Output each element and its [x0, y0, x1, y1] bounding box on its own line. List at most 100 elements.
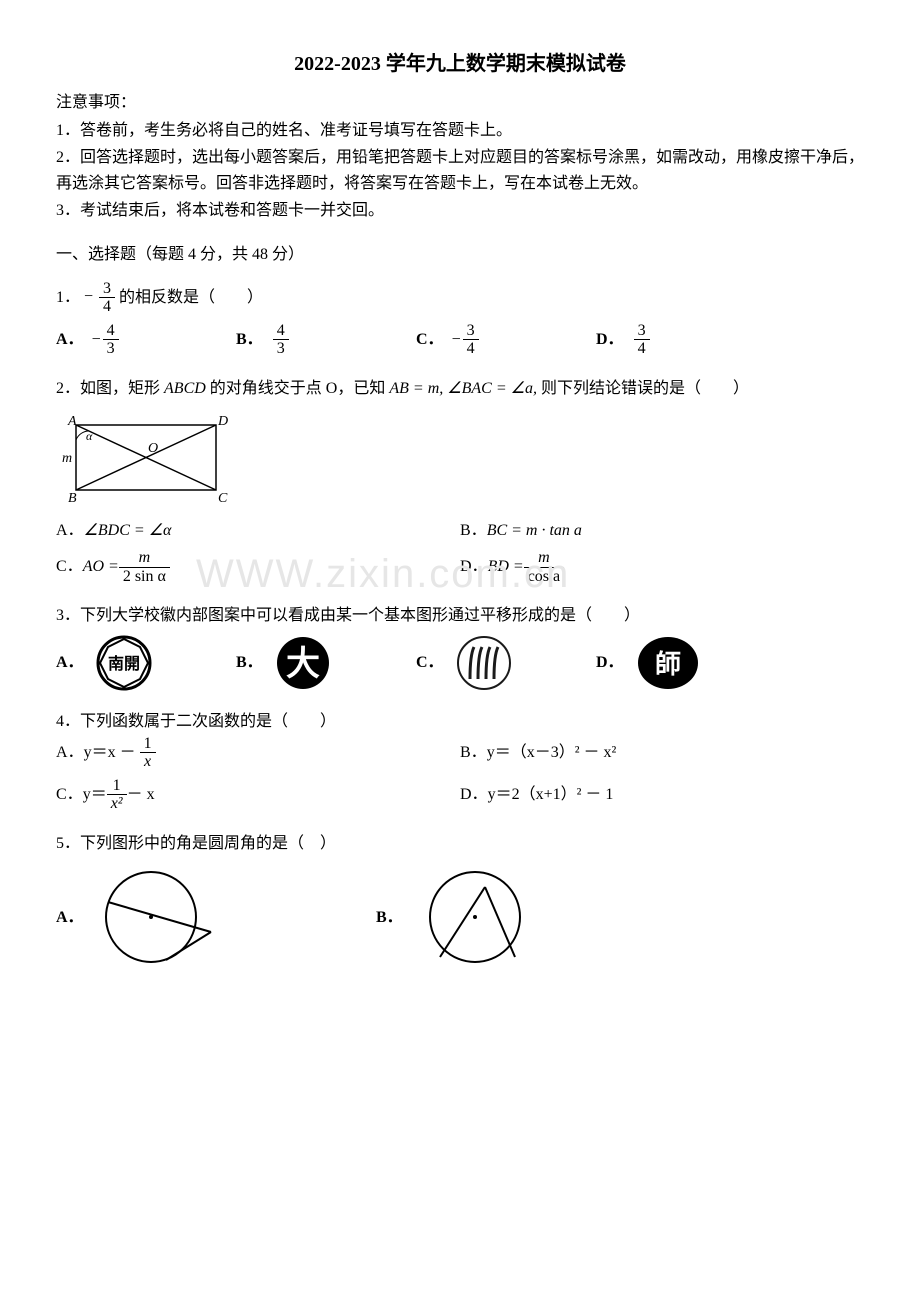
q1b-frac: 4 3 [273, 322, 289, 358]
label-c: C． [56, 554, 83, 580]
svg-text:D: D [217, 414, 228, 429]
q3-choice-b: B． 大 [236, 635, 416, 691]
q5-choice-a: A． [56, 862, 376, 972]
q4-choice-d: D． y＝2（x+1）² － 1 [460, 777, 864, 813]
q4-choice-a: A． y＝x － 1 x [56, 735, 460, 771]
q2-choice-c: C． AO = m 2 sin α [56, 549, 460, 585]
q2-given: AB = m, ∠BAC = ∠a, [389, 380, 537, 397]
q4d-text: y＝2（x+1）² － 1 [488, 782, 614, 808]
label-b: B． [376, 905, 403, 931]
q4b-text: y＝（x－3）² － x² [487, 740, 617, 766]
q3-choice-c: C． [416, 635, 596, 691]
q2c-frac: m 2 sin α [119, 549, 170, 585]
svg-text:師: 師 [655, 650, 681, 679]
q1-mid: 的相反数是（ ） [119, 288, 263, 305]
q2-mid: 的对角线交于点 O，已知 [210, 380, 390, 397]
q2d-frac: m cos a [524, 549, 564, 585]
label-d: D． [596, 650, 624, 676]
q1-choices: A． − 4 3 B． 4 3 C． − 3 4 D． 3 4 [56, 322, 864, 364]
q2c-den: 2 sin α [119, 568, 170, 586]
q2-post: 则下列结论错误的是（ ） [541, 380, 749, 397]
q1a-neg: − [92, 327, 101, 353]
q1a-den: 3 [103, 340, 119, 358]
q2-choice-d: D． BD = m cos a [460, 549, 864, 585]
q1a-num: 4 [103, 322, 119, 341]
notice-head: 注意事项： [56, 90, 864, 116]
label-d: D． [460, 554, 488, 580]
label-d: D． [460, 782, 488, 808]
q4a-num: 1 [140, 735, 156, 754]
q4a-den: x [140, 753, 156, 771]
notice-3: 3．考试结束后，将本试卷和答题卡一并交回。 [56, 198, 864, 224]
emblem-d-icon: 師 [636, 635, 700, 691]
label-c: C． [416, 327, 444, 353]
q1-choice-d: D． 3 4 [596, 322, 776, 358]
section-1-head: 一、选择题（每题 4 分，共 48 分） [56, 242, 864, 268]
q1-frac-den: 4 [99, 298, 115, 316]
q4c-pre: y＝ [83, 782, 107, 808]
label-a: A． [56, 740, 84, 766]
q1a-frac: 4 3 [103, 322, 119, 358]
emblem-a-icon: 南開 [96, 635, 152, 691]
q1b-den: 3 [273, 340, 289, 358]
question-4: 4．下列函数属于二次函数的是（ ） [56, 709, 864, 735]
emblem-b-icon: 大 [275, 635, 331, 691]
label-d: D． [596, 327, 624, 353]
circle-b-icon [415, 862, 535, 972]
q2c-num: m [119, 549, 170, 568]
rectangle-diagram: A D B C O α m [56, 410, 236, 510]
q5-choices: A． B． [56, 862, 864, 978]
label-c: C． [416, 650, 444, 676]
label-a: A． [56, 905, 84, 931]
q2a-text: ∠BDC = ∠α [84, 518, 172, 544]
label-b: B． [236, 327, 263, 353]
q3-choices: A． 南開 B． 大 C． [56, 635, 864, 697]
svg-text:南開: 南開 [108, 654, 140, 673]
q4a-pre: y＝x － [84, 740, 136, 766]
label-b: B． [236, 650, 263, 676]
q1-frac: 3 4 [99, 280, 115, 316]
q4c-post: － x [127, 782, 155, 808]
svg-text:C: C [218, 491, 228, 506]
q1-frac-num: 3 [99, 280, 115, 299]
label-a: A． [56, 518, 84, 544]
question-2: 2．如图，矩形 ABCD 的对角线交于点 O，已知 AB = m, ∠BAC =… [56, 376, 864, 402]
q1-neg: − [84, 288, 93, 305]
q1d-den: 4 [634, 340, 650, 358]
q4a-frac: 1 x [140, 735, 156, 771]
q1-pre: 1． [56, 288, 80, 305]
svg-text:B: B [68, 491, 77, 506]
q4c-den: x² [107, 795, 127, 813]
q1d-frac: 3 4 [634, 322, 650, 358]
svg-text:大: 大 [286, 645, 320, 683]
q2d-pre: BD = [488, 554, 524, 580]
q1-choice-b: B． 4 3 [236, 322, 416, 358]
q4c-frac: 1 x² [107, 777, 127, 813]
label-b: B． [460, 518, 487, 544]
q1c-den: 4 [463, 340, 479, 358]
page-title: 2022-2023 学年九上数学期末模拟试卷 [56, 48, 864, 80]
q4-choices: A． y＝x － 1 x B． y＝（x－3）² － x² C． y＝ 1 x²… [56, 735, 864, 819]
q2-choice-a: A． ∠BDC = ∠α [56, 518, 460, 544]
q2-figure: A D B C O α m [56, 410, 864, 510]
question-5: 5．下列图形中的角是圆周角的是（ ） [56, 831, 864, 857]
q4c-num: 1 [107, 777, 127, 796]
q2-choice-b: B． BC = m · tan a [460, 518, 864, 544]
q1c-neg: − [452, 327, 461, 353]
notice-2: 2．回答选择题时，选出每小题答案后，用铅笔把答题卡上对应题目的答案标号涂黑，如需… [56, 145, 864, 196]
q3-choice-d: D． 師 [596, 635, 776, 691]
q5-choice-b: B． [376, 862, 696, 972]
q1c-frac: 3 4 [463, 322, 479, 358]
svg-text:O: O [148, 441, 158, 456]
label-a: A． [56, 650, 84, 676]
q2-pre: 2．如图，矩形 [56, 380, 164, 397]
q1b-num: 4 [273, 322, 289, 341]
q1d-num: 3 [634, 322, 650, 341]
label-a: A． [56, 327, 84, 353]
q1-choice-c: C． − 3 4 [416, 322, 596, 358]
q4-choice-b: B． y＝（x－3）² － x² [460, 735, 864, 771]
q2b-text: BC = m · tan a [487, 518, 582, 544]
question-1: 1． − 3 4 的相反数是（ ） [56, 280, 864, 316]
q1c-num: 3 [463, 322, 479, 341]
q2c-pre: AO = [83, 554, 119, 580]
